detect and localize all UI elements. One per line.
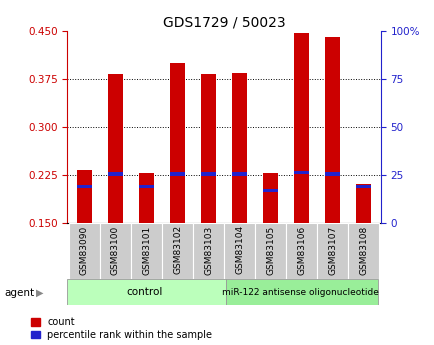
Text: GSM83100: GSM83100 [111, 225, 120, 275]
Bar [324, 172, 339, 176]
Bar [293, 33, 309, 223]
Text: agent: agent [4, 288, 34, 297]
Bar [138, 173, 154, 223]
Text: GSM83106: GSM83106 [296, 225, 306, 275]
Bar [193, 223, 224, 279]
Bar [224, 223, 254, 279]
Text: GSM83101: GSM83101 [141, 225, 151, 275]
Bar [201, 172, 216, 176]
Title: GDS1729 / 50023: GDS1729 / 50023 [162, 16, 285, 30]
Bar [76, 170, 92, 223]
Bar [161, 223, 193, 279]
Bar [201, 75, 216, 223]
Legend: count, percentile rank within the sample: count, percentile rank within the sample [31, 317, 212, 340]
Bar [324, 38, 339, 223]
Bar [347, 223, 378, 279]
Text: GSM83108: GSM83108 [358, 225, 367, 275]
Text: GSM83103: GSM83103 [204, 225, 213, 275]
Bar [262, 173, 278, 223]
Bar [262, 189, 278, 192]
Bar [286, 223, 316, 279]
Bar [355, 184, 371, 223]
Bar [67, 279, 225, 305]
Bar [69, 223, 100, 279]
Bar [231, 72, 247, 223]
Bar [169, 172, 185, 176]
Bar [108, 172, 123, 176]
Bar [316, 223, 347, 279]
Bar [169, 63, 185, 223]
Bar [231, 172, 247, 176]
Bar [355, 185, 371, 188]
Bar [225, 279, 377, 305]
Text: GSM83105: GSM83105 [266, 225, 274, 275]
Bar [131, 223, 161, 279]
Bar [76, 185, 92, 188]
Text: GSM83102: GSM83102 [173, 225, 181, 275]
Bar [254, 223, 286, 279]
Text: GSM83104: GSM83104 [234, 225, 243, 275]
Bar [100, 223, 131, 279]
Text: control: control [126, 287, 163, 297]
Text: ▶: ▶ [36, 288, 43, 297]
Bar [108, 75, 123, 223]
Text: GSM83090: GSM83090 [80, 225, 89, 275]
Text: miR-122 antisense oligonucleotide: miR-122 antisense oligonucleotide [221, 288, 378, 297]
Bar [138, 185, 154, 188]
Bar [293, 171, 309, 174]
Text: GSM83107: GSM83107 [327, 225, 336, 275]
